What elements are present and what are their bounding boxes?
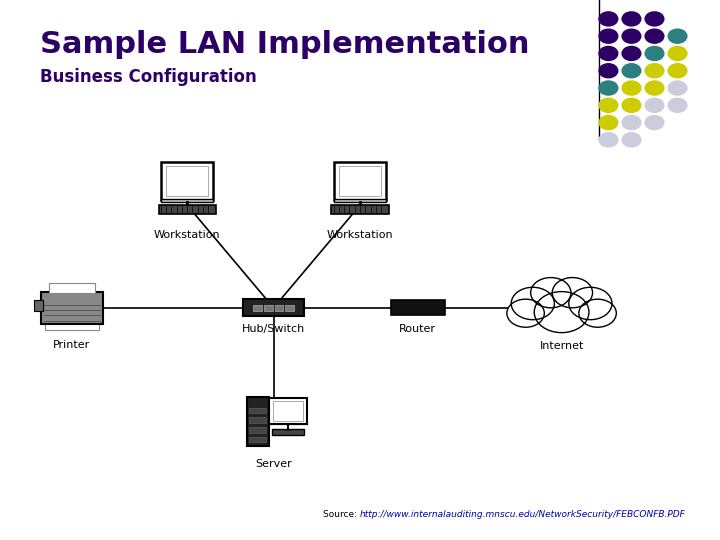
- FancyBboxPatch shape: [264, 305, 272, 311]
- Circle shape: [668, 29, 687, 43]
- Circle shape: [645, 98, 664, 112]
- Circle shape: [622, 46, 641, 60]
- FancyBboxPatch shape: [42, 292, 103, 324]
- Circle shape: [599, 12, 618, 26]
- Circle shape: [668, 46, 687, 60]
- FancyBboxPatch shape: [390, 300, 444, 315]
- Circle shape: [599, 98, 618, 112]
- Circle shape: [622, 81, 641, 95]
- FancyBboxPatch shape: [166, 166, 208, 196]
- Circle shape: [534, 292, 589, 333]
- Circle shape: [599, 81, 618, 95]
- FancyBboxPatch shape: [272, 429, 304, 435]
- FancyBboxPatch shape: [274, 305, 284, 311]
- FancyBboxPatch shape: [249, 427, 266, 433]
- FancyBboxPatch shape: [249, 417, 266, 423]
- FancyBboxPatch shape: [334, 162, 386, 200]
- Text: Hub/Switch: Hub/Switch: [242, 324, 305, 334]
- Circle shape: [645, 64, 664, 78]
- FancyBboxPatch shape: [285, 305, 294, 311]
- Circle shape: [531, 278, 571, 308]
- Circle shape: [622, 12, 641, 26]
- Text: Business Configuration: Business Configuration: [40, 68, 256, 85]
- Text: Router: Router: [399, 324, 436, 334]
- Circle shape: [552, 278, 593, 308]
- Text: Source:: Source:: [323, 510, 360, 519]
- Circle shape: [511, 287, 554, 320]
- Circle shape: [599, 133, 618, 147]
- Text: Sample LAN Implementation: Sample LAN Implementation: [40, 30, 529, 59]
- Circle shape: [622, 29, 641, 43]
- FancyBboxPatch shape: [331, 205, 389, 214]
- Circle shape: [599, 64, 618, 78]
- Text: http://www.internalauditing.mnscu.edu/NetworkSecurity/FEBCONFB.PDF: http://www.internalauditing.mnscu.edu/Ne…: [360, 510, 685, 519]
- Circle shape: [599, 46, 618, 60]
- FancyBboxPatch shape: [269, 398, 307, 424]
- FancyBboxPatch shape: [249, 437, 266, 442]
- FancyBboxPatch shape: [161, 162, 213, 200]
- Circle shape: [599, 29, 618, 43]
- Text: Server: Server: [255, 459, 292, 469]
- Circle shape: [645, 29, 664, 43]
- FancyBboxPatch shape: [253, 305, 262, 311]
- FancyBboxPatch shape: [273, 401, 303, 421]
- FancyBboxPatch shape: [339, 166, 381, 196]
- FancyBboxPatch shape: [45, 317, 99, 330]
- Circle shape: [622, 133, 641, 147]
- FancyBboxPatch shape: [49, 283, 95, 293]
- FancyBboxPatch shape: [158, 205, 216, 214]
- Circle shape: [668, 81, 687, 95]
- Circle shape: [507, 299, 544, 327]
- Text: Workstation: Workstation: [154, 230, 220, 240]
- Circle shape: [579, 299, 616, 327]
- Text: Printer: Printer: [53, 340, 91, 350]
- Circle shape: [645, 116, 664, 130]
- Circle shape: [599, 116, 618, 130]
- FancyBboxPatch shape: [161, 199, 213, 202]
- Circle shape: [645, 81, 664, 95]
- Circle shape: [569, 287, 612, 320]
- Circle shape: [645, 12, 664, 26]
- FancyBboxPatch shape: [35, 300, 43, 310]
- FancyBboxPatch shape: [247, 397, 269, 445]
- FancyBboxPatch shape: [243, 299, 305, 316]
- Text: Internet: Internet: [539, 341, 584, 352]
- Circle shape: [622, 116, 641, 130]
- Circle shape: [668, 98, 687, 112]
- Circle shape: [622, 64, 641, 78]
- Circle shape: [645, 46, 664, 60]
- Circle shape: [622, 98, 641, 112]
- FancyBboxPatch shape: [334, 199, 386, 202]
- FancyBboxPatch shape: [249, 408, 266, 413]
- Circle shape: [668, 64, 687, 78]
- Text: Workstation: Workstation: [327, 230, 393, 240]
